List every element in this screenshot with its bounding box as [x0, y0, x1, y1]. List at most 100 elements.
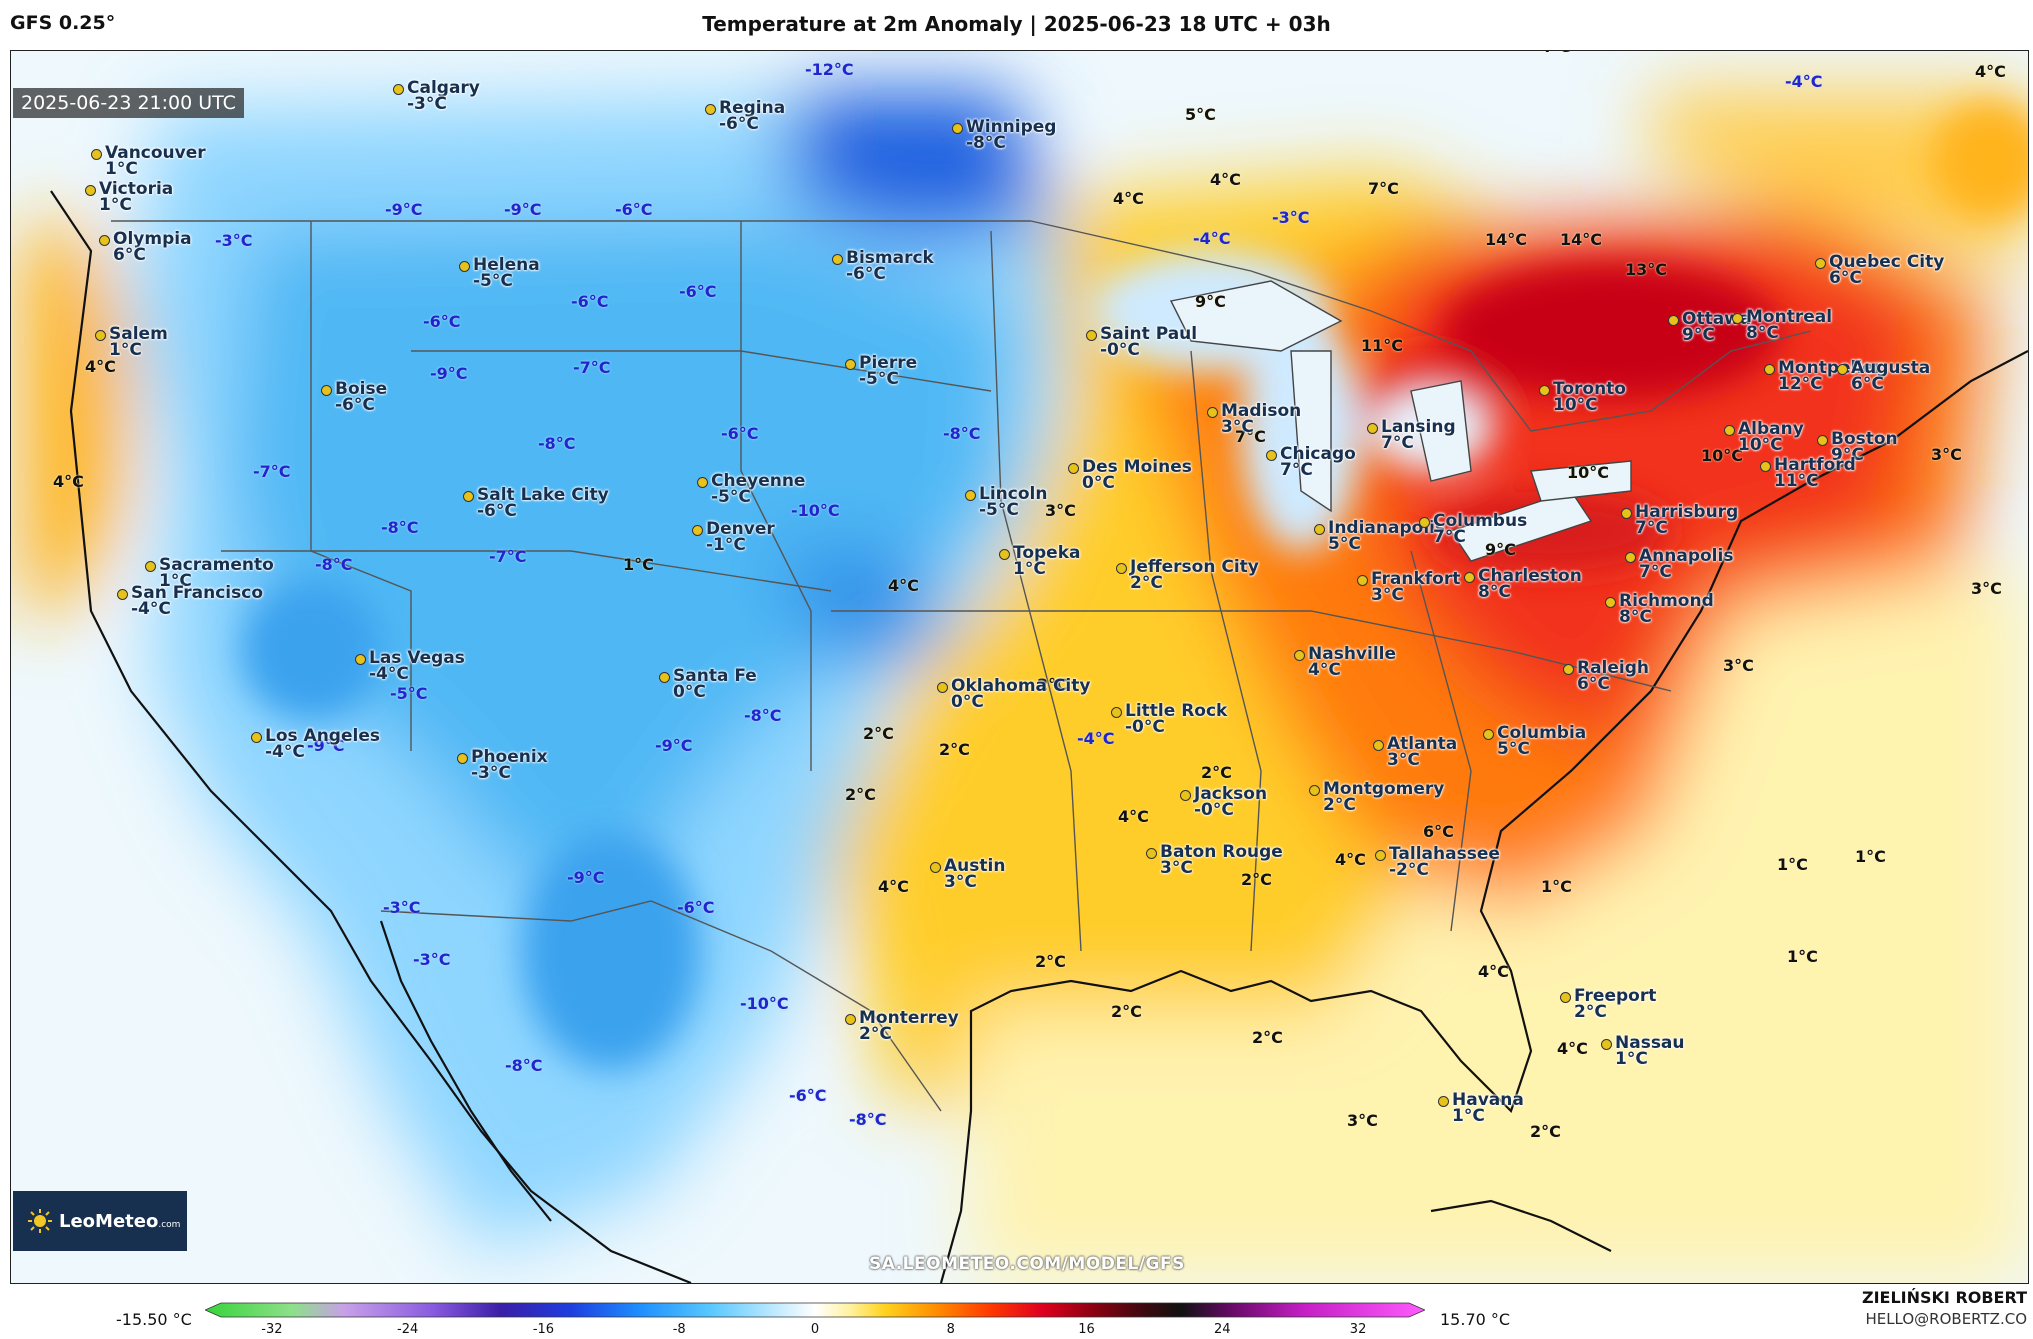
city-marker[interactable]: Harrisburg 7°C	[1621, 504, 1738, 537]
colorbar-tick-label: 8	[946, 1322, 955, 1337]
city-marker[interactable]: Bismarck -6°C	[832, 250, 934, 283]
city-name: Austin	[944, 856, 1006, 876]
city-marker[interactable]: Topeka 1°C	[999, 545, 1081, 579]
city-marker[interactable]: Little Rock -0°C	[1111, 703, 1227, 736]
city-temperature: 1°C	[1013, 559, 1046, 579]
city-temperature: -8°C	[966, 133, 1006, 153]
city-marker[interactable]: Lansing 7°C	[1367, 419, 1456, 453]
city-marker[interactable]: Toronto 10°C	[1539, 381, 1626, 414]
city-marker[interactable]: Montreal 8°C	[1732, 309, 1832, 342]
city-name: Lincoln	[979, 484, 1048, 504]
city-marker[interactable]: Freeport 2°C	[1560, 988, 1656, 1021]
anomaly-label: 10°C	[1567, 463, 1610, 482]
city-dot-icon	[965, 490, 976, 501]
city-marker[interactable]: Jackson -0°C	[1180, 784, 1268, 820]
anomaly-label: 2°C	[1530, 1122, 1561, 1141]
leometeo-logo[interactable]: LeoMeteo.com	[13, 1191, 187, 1251]
city-name: San Francisco	[131, 583, 263, 603]
colorbar-tick-label: 24	[1214, 1322, 1231, 1337]
city-marker[interactable]: Helena -5°C	[459, 257, 540, 290]
author-credit: ZIELIŃSKI ROBERT	[1861, 1288, 2027, 1307]
city-temperature: 2°C	[1323, 795, 1356, 815]
city-temperature: -5°C	[711, 487, 751, 507]
city-marker[interactable]: Boise -6°C	[321, 381, 387, 414]
city-name: Montgomery	[1323, 779, 1445, 799]
city-marker[interactable]: Monterrey 2°C	[845, 1010, 959, 1043]
city-marker[interactable]: Raleigh 6°C	[1563, 660, 1649, 693]
city-marker[interactable]: Frankfort 3°C	[1357, 571, 1460, 605]
city-temperature: 3°C	[1371, 585, 1404, 605]
city-marker[interactable]: Chicago 7°C	[1266, 446, 1356, 479]
city-marker[interactable]: Indianapolis 5°C	[1314, 520, 1445, 553]
city-marker[interactable]: Nashville 4°C	[1294, 646, 1396, 679]
city-dot-icon	[1180, 790, 1191, 801]
city-marker[interactable]: Vancouver 1°C	[91, 145, 206, 178]
city-marker[interactable]: Atlanta 3°C	[1373, 736, 1457, 769]
author-email[interactable]: HELLO@ROBERTZ.CO	[1865, 1310, 2027, 1328]
city-name: Quebec City	[1829, 252, 1945, 272]
city-marker[interactable]: Des Moines 0°C	[1068, 459, 1192, 492]
city-name: Jackson	[1194, 784, 1268, 804]
city-marker[interactable]: Regina -6°C	[705, 100, 785, 133]
city-marker[interactable]: Olympia 6°C	[99, 229, 192, 265]
anomaly-label: 3°C	[1931, 445, 1962, 464]
city-temperature: 0°C	[951, 692, 984, 712]
city-marker[interactable]: Oklahoma City 0°C	[937, 678, 1090, 712]
city-marker[interactable]: Las Vegas -4°C	[355, 650, 465, 683]
city-temperature: -0°C	[1194, 800, 1234, 820]
anomaly-label: 2°C	[863, 724, 894, 743]
city-name: Olympia	[113, 229, 192, 249]
temperature-anomaly-map[interactable]: 2025-06-23 21:00 UTC -12°C -4°C 4°C 4°C 5°C 7…	[10, 50, 2029, 1284]
city-marker[interactable]: Winnipeg -8°C	[952, 119, 1056, 153]
city-marker[interactable]: San Francisco -4°C	[117, 583, 263, 618]
city-marker[interactable]: Jefferson City 2°C	[1116, 559, 1259, 592]
city-dot-icon	[832, 254, 843, 265]
city-marker[interactable]: Los Angeles -4°C	[251, 728, 380, 761]
anomaly-label: -12°C	[805, 60, 854, 79]
city-marker[interactable]: Columbia 5°C	[1483, 725, 1586, 759]
city-marker[interactable]: Madison 3°C	[1207, 403, 1301, 437]
city-dot-icon	[1760, 461, 1771, 472]
city-temperature: 7°C	[1381, 433, 1414, 453]
city-marker[interactable]: Baton Rouge 3°C	[1146, 844, 1283, 877]
city-marker[interactable]: Sacramento 1°C	[145, 557, 274, 590]
city-marker[interactable]: Salt Lake City -6°C	[463, 487, 609, 520]
city-marker[interactable]: Victoria 1°C	[85, 181, 173, 214]
city-temperature: 10°C	[1738, 435, 1783, 455]
city-marker[interactable]: Charleston 8°C	[1464, 568, 1582, 601]
city-marker[interactable]: Saint Paul -0°C	[1086, 326, 1197, 359]
city-marker[interactable]: Phoenix -3°C	[457, 749, 548, 782]
city-marker[interactable]: Augusta 6°C	[1837, 360, 1930, 393]
city-marker[interactable]: Hartford 11°C	[1760, 457, 1856, 490]
colorbar-tick-label: -16	[532, 1322, 555, 1337]
city-marker[interactable]: Montgomery 2°C	[1309, 779, 1445, 815]
city-marker[interactable]: Annapolis 7°C	[1625, 548, 1733, 581]
city-marker[interactable]: Montpelier 12°C	[1764, 360, 1882, 393]
city-marker[interactable]: Tallahassee -2°C	[1375, 846, 1500, 879]
city-marker[interactable]: Lincoln -5°C	[965, 484, 1048, 519]
city-marker[interactable]: Richmond 8°C	[1605, 593, 1714, 626]
city-marker[interactable]: Santa Fe 0°C	[659, 668, 757, 701]
city-temperature: 3°C	[1221, 417, 1254, 437]
city-marker[interactable]: Havana 1°C	[1438, 1092, 1524, 1125]
city-marker[interactable]: Cheyenne -5°C	[697, 473, 805, 507]
sun-icon	[27, 1208, 53, 1234]
city-marker[interactable]: Quebec City 6°C	[1815, 252, 1945, 287]
city-marker[interactable]: Denver -1°C	[692, 521, 775, 554]
city-marker[interactable]: Nassau 1°C	[1601, 1035, 1685, 1068]
colorbar-tick-label: 16	[1078, 1322, 1095, 1337]
city-marker[interactable]: Columbus 7°C	[1419, 513, 1527, 546]
city-temperature: 6°C	[113, 245, 146, 265]
city-marker[interactable]: Albany 10°C	[1724, 421, 1804, 455]
city-temperature: 5°C	[1497, 739, 1530, 759]
city-marker[interactable]: Austin 3°C	[930, 856, 1006, 891]
anomaly-label: 4°C	[1540, 51, 1571, 56]
watermark-url[interactable]: SA.LEOMETEO.COM/MODEL/GFS	[869, 1254, 1185, 1274]
city-marker[interactable]: Pierre -5°C	[845, 355, 917, 388]
city-marker[interactable]: Boston 9°C	[1817, 431, 1898, 464]
anomaly-label: 14°C	[1560, 230, 1603, 249]
city-dot-icon	[393, 84, 404, 95]
map-title: Temperature at 2m Anomaly | 2025-06-23 1…	[702, 12, 1331, 36]
city-marker[interactable]: Calgary -3°C	[393, 80, 480, 113]
city-marker[interactable]: Salem 1°C	[95, 326, 168, 359]
